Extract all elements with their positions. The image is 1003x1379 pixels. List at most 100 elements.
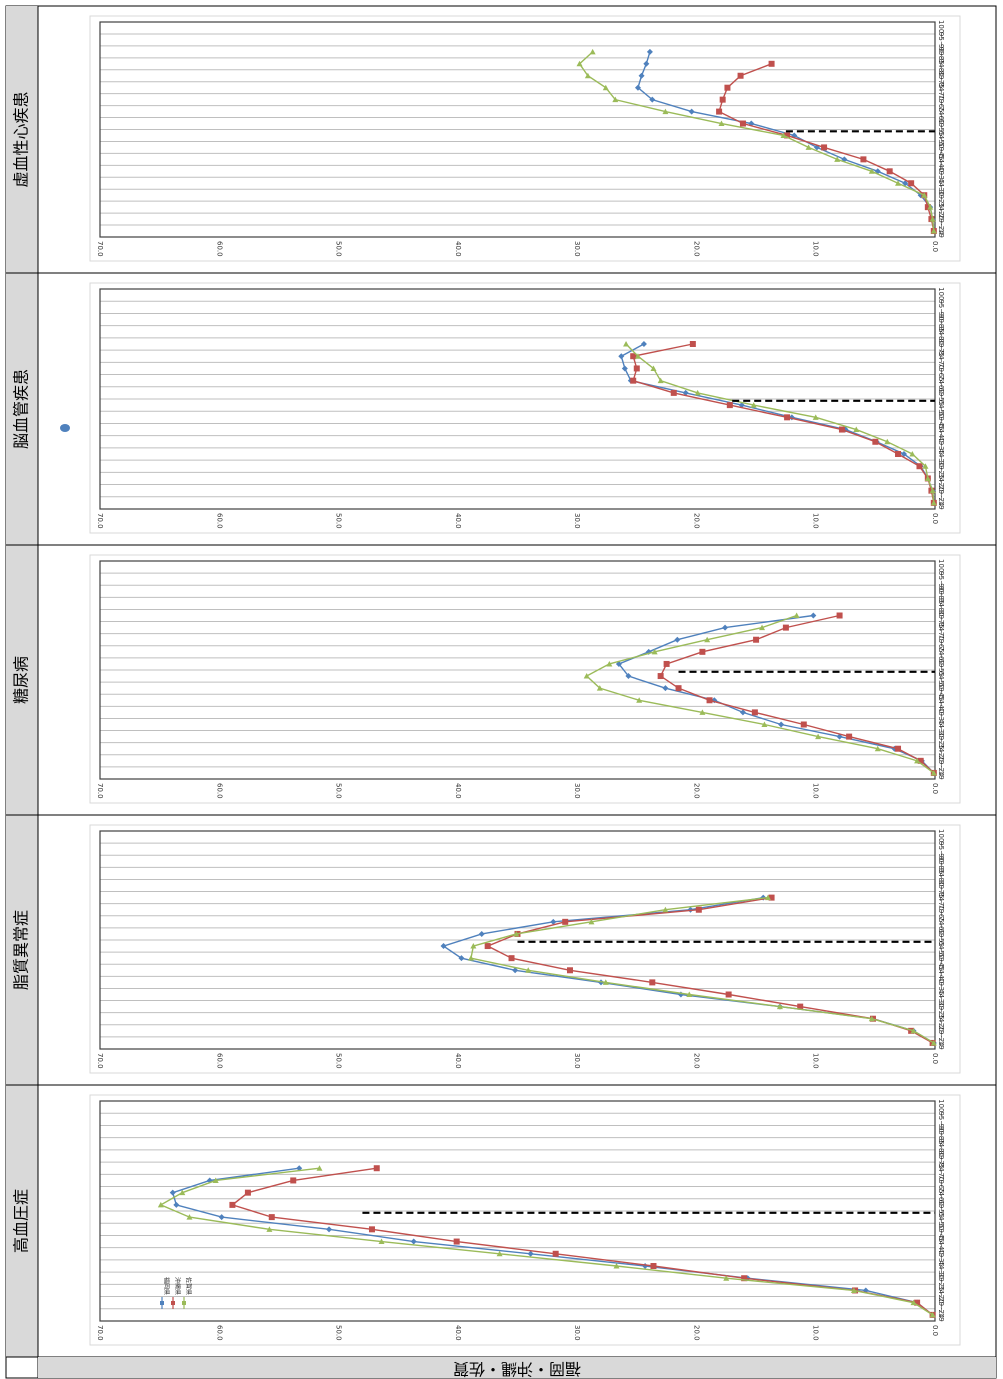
data-point [929, 1311, 936, 1318]
category-label: 40~44 [937, 704, 945, 728]
category-label: 35~39 [937, 446, 945, 470]
category-label: 75~79 [937, 1160, 945, 1184]
series-line-3 [578, 51, 935, 232]
data-point [470, 943, 477, 949]
plot-border [99, 21, 936, 238]
x-tick-label: 30.0 [573, 783, 581, 799]
x-tick-label: 50.0 [335, 1325, 343, 1341]
series-line-3 [585, 614, 935, 774]
category-label: 80~84 [937, 608, 945, 632]
blue-dot-marker [60, 424, 70, 432]
data-point [834, 156, 841, 162]
category-label: 30~34 [937, 729, 945, 753]
data-point [810, 612, 817, 619]
x-tick-label: 70.0 [96, 783, 104, 799]
category-label: 60~64 [937, 926, 945, 950]
category-label: 20~24 [937, 1023, 945, 1047]
category-label: 95~99 [937, 841, 945, 865]
category-label: 85~89 [937, 865, 945, 889]
data-point [550, 918, 557, 925]
category-label: ~19 [937, 223, 945, 238]
footer-title: 福岡・沖縄・佐賀 [453, 1360, 581, 1379]
x-tick-label: 40.0 [454, 783, 462, 799]
x-tick-label: 10.0 [812, 783, 820, 799]
data-point [895, 180, 902, 186]
label-column-bg [6, 6, 38, 1357]
category-label: 100~ [937, 287, 945, 306]
x-tick-label: 0.0 [931, 513, 939, 524]
data-point [821, 144, 828, 151]
x-tick-label: 10.0 [812, 1053, 820, 1069]
data-point [750, 402, 757, 408]
category-label: 80~84 [937, 1148, 945, 1172]
data-point [640, 341, 647, 347]
data-point [868, 168, 875, 174]
category-label: 65~69 [937, 104, 945, 128]
x-tick-label: 10.0 [812, 1325, 820, 1341]
data-point [212, 1177, 219, 1183]
data-point [368, 1226, 375, 1233]
plot-border [99, 830, 936, 1050]
category-label: 25~29 [937, 1011, 945, 1035]
data-point [630, 353, 637, 360]
data-point [552, 1250, 559, 1257]
panel-title: 脂質異常症 [12, 910, 31, 990]
legend-marker [160, 1301, 164, 1305]
data-point [453, 1238, 460, 1245]
category-label: ~19 [937, 765, 945, 780]
data-point [895, 745, 902, 752]
category-label: 55~59 [937, 1209, 945, 1233]
x-tick-label: 30.0 [573, 1325, 581, 1341]
category-label: 90~94 [937, 44, 945, 68]
x-tick-label: 20.0 [692, 783, 700, 799]
data-point [930, 769, 937, 776]
data-point [699, 648, 706, 655]
data-point [589, 48, 596, 55]
category-label: 25~29 [937, 470, 945, 494]
data-point [718, 120, 725, 127]
x-tick-label: 50.0 [335, 241, 343, 257]
x-tick-label: 60.0 [215, 1053, 223, 1069]
data-point [638, 72, 645, 79]
x-tick-label: 30.0 [573, 513, 581, 529]
category-label: 95~99 [937, 571, 945, 595]
chart-panel-1: 虚血性心疾患 0.0 10.0 20.0 30.0 40.0 50.0 60.0 70.0 ~19… [12, 15, 961, 262]
data-point [612, 96, 619, 103]
panel-title: 高血圧症 [12, 1189, 31, 1253]
data-point [650, 365, 657, 371]
category-label: ~19 [937, 495, 945, 510]
data-point [602, 979, 609, 985]
data-point [651, 648, 658, 655]
category-label: 55~59 [937, 127, 945, 151]
data-point [751, 709, 758, 716]
data-point [884, 438, 891, 445]
data-point [643, 60, 650, 67]
category-label: ~19 [937, 1035, 945, 1050]
category-label: 65~69 [937, 373, 945, 397]
data-point [797, 1003, 804, 1010]
chart-panel-4: 脂質異常症 0.0 10.0 20.0 30.0 40.0 50.0 60.0 70.0 ~192… [12, 824, 961, 1074]
category-label: 30~34 [937, 1270, 945, 1294]
data-point [910, 1027, 917, 1034]
data-point [186, 1214, 193, 1220]
x-tick-label: 50.0 [335, 783, 343, 799]
data-point [625, 673, 632, 680]
category-label: 70~74 [937, 1172, 945, 1196]
category-label: 75~79 [937, 80, 945, 104]
category-label: 60~64 [937, 1197, 945, 1221]
data-point [805, 144, 812, 150]
data-point [768, 894, 775, 901]
data-point [513, 930, 520, 937]
category-label: 90~94 [937, 1124, 945, 1148]
category-label: 50~54 [937, 139, 945, 163]
category-label: 35~39 [937, 1258, 945, 1282]
data-point [662, 906, 669, 913]
x-tick-label: 60.0 [215, 241, 223, 257]
chart-area [89, 15, 961, 262]
data-point [768, 60, 775, 67]
data-point [508, 955, 515, 962]
data-point [229, 1201, 236, 1208]
category-label: 45~49 [937, 692, 945, 716]
data-point [657, 377, 664, 384]
data-point [737, 72, 744, 79]
